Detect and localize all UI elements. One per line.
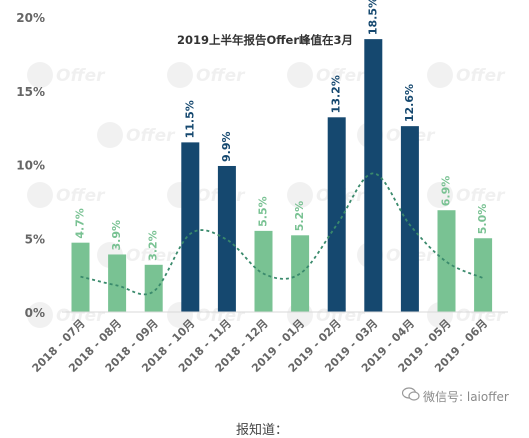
bar-value-label: 11.5% (183, 100, 196, 138)
bar (327, 117, 346, 312)
bar (437, 210, 456, 312)
y-axis: 0% 5% 10% 15% 20% (16, 11, 45, 320)
watermark: Offer (427, 62, 506, 88)
bar-value-label: 3.9% (110, 220, 123, 251)
bar (217, 165, 236, 312)
bar-value-label: 3.2% (147, 230, 160, 261)
watermark: Offer (427, 182, 506, 208)
bar (400, 126, 419, 313)
bar-value-label: 6.9% (440, 176, 453, 207)
watermark-text: Offer (56, 186, 106, 206)
bar-value-label: 5.2% (293, 201, 306, 232)
bar-value-label: 4.7% (74, 208, 87, 239)
watermark-text: Offer (316, 66, 366, 86)
bar-value-label: 5.0% (476, 204, 489, 235)
bar (144, 264, 163, 312)
watermark-text: Offer (456, 306, 506, 326)
chart: Offer Offer Offer Offer Offer Offer Offer Offer… (16, 0, 508, 375)
bar-value-label: 12.6% (403, 84, 416, 122)
watermark: Offer (27, 302, 106, 328)
bar-value-label: 13.2% (330, 75, 343, 113)
watermark-text: Offer (456, 66, 506, 86)
bar-value-label: 18.5% (366, 0, 379, 35)
bar (474, 238, 493, 312)
watermark: Offer (97, 122, 176, 148)
watermark-text: Offer (126, 246, 176, 266)
y-tick-label: 0% (25, 306, 45, 320)
watermark: Offer (167, 62, 246, 88)
y-tick-label: 10% (16, 159, 45, 173)
bar (254, 230, 273, 312)
watermark-text: Offer (456, 186, 506, 206)
watermark: Offer (27, 62, 106, 88)
bar (181, 142, 200, 312)
bars-layer (71, 39, 493, 313)
bar (108, 254, 127, 312)
footer-wechat-id: 微信号: laioffer (423, 390, 509, 404)
bar (291, 235, 310, 312)
wechat-icon (402, 387, 420, 401)
trend-layer (80, 172, 484, 296)
watermark-text: Offer (56, 66, 106, 86)
value-labels-layer: 4.7% 3.9% 3.2% 11.5% 9.9% 5.5% 5.2% 13.2% 18.5% 1… (74, 0, 490, 261)
y-tick-label: 20% (16, 11, 45, 25)
watermark-text: Offer (56, 306, 106, 326)
bar (364, 39, 383, 312)
trend-line (80, 172, 484, 296)
watermark-text: Offer (196, 66, 246, 86)
y-tick-label: 15% (16, 85, 45, 99)
watermark-text: Offer (126, 126, 176, 146)
y-tick-label: 5% (25, 232, 45, 246)
bar-value-label: 5.5% (257, 196, 270, 227)
watermark: Offer (287, 62, 366, 88)
bar-value-label: 9.9% (220, 131, 233, 162)
chart-title: 2019上半年报告Offer峰值在3月 (177, 33, 353, 47)
watermark: Offer (27, 182, 106, 208)
